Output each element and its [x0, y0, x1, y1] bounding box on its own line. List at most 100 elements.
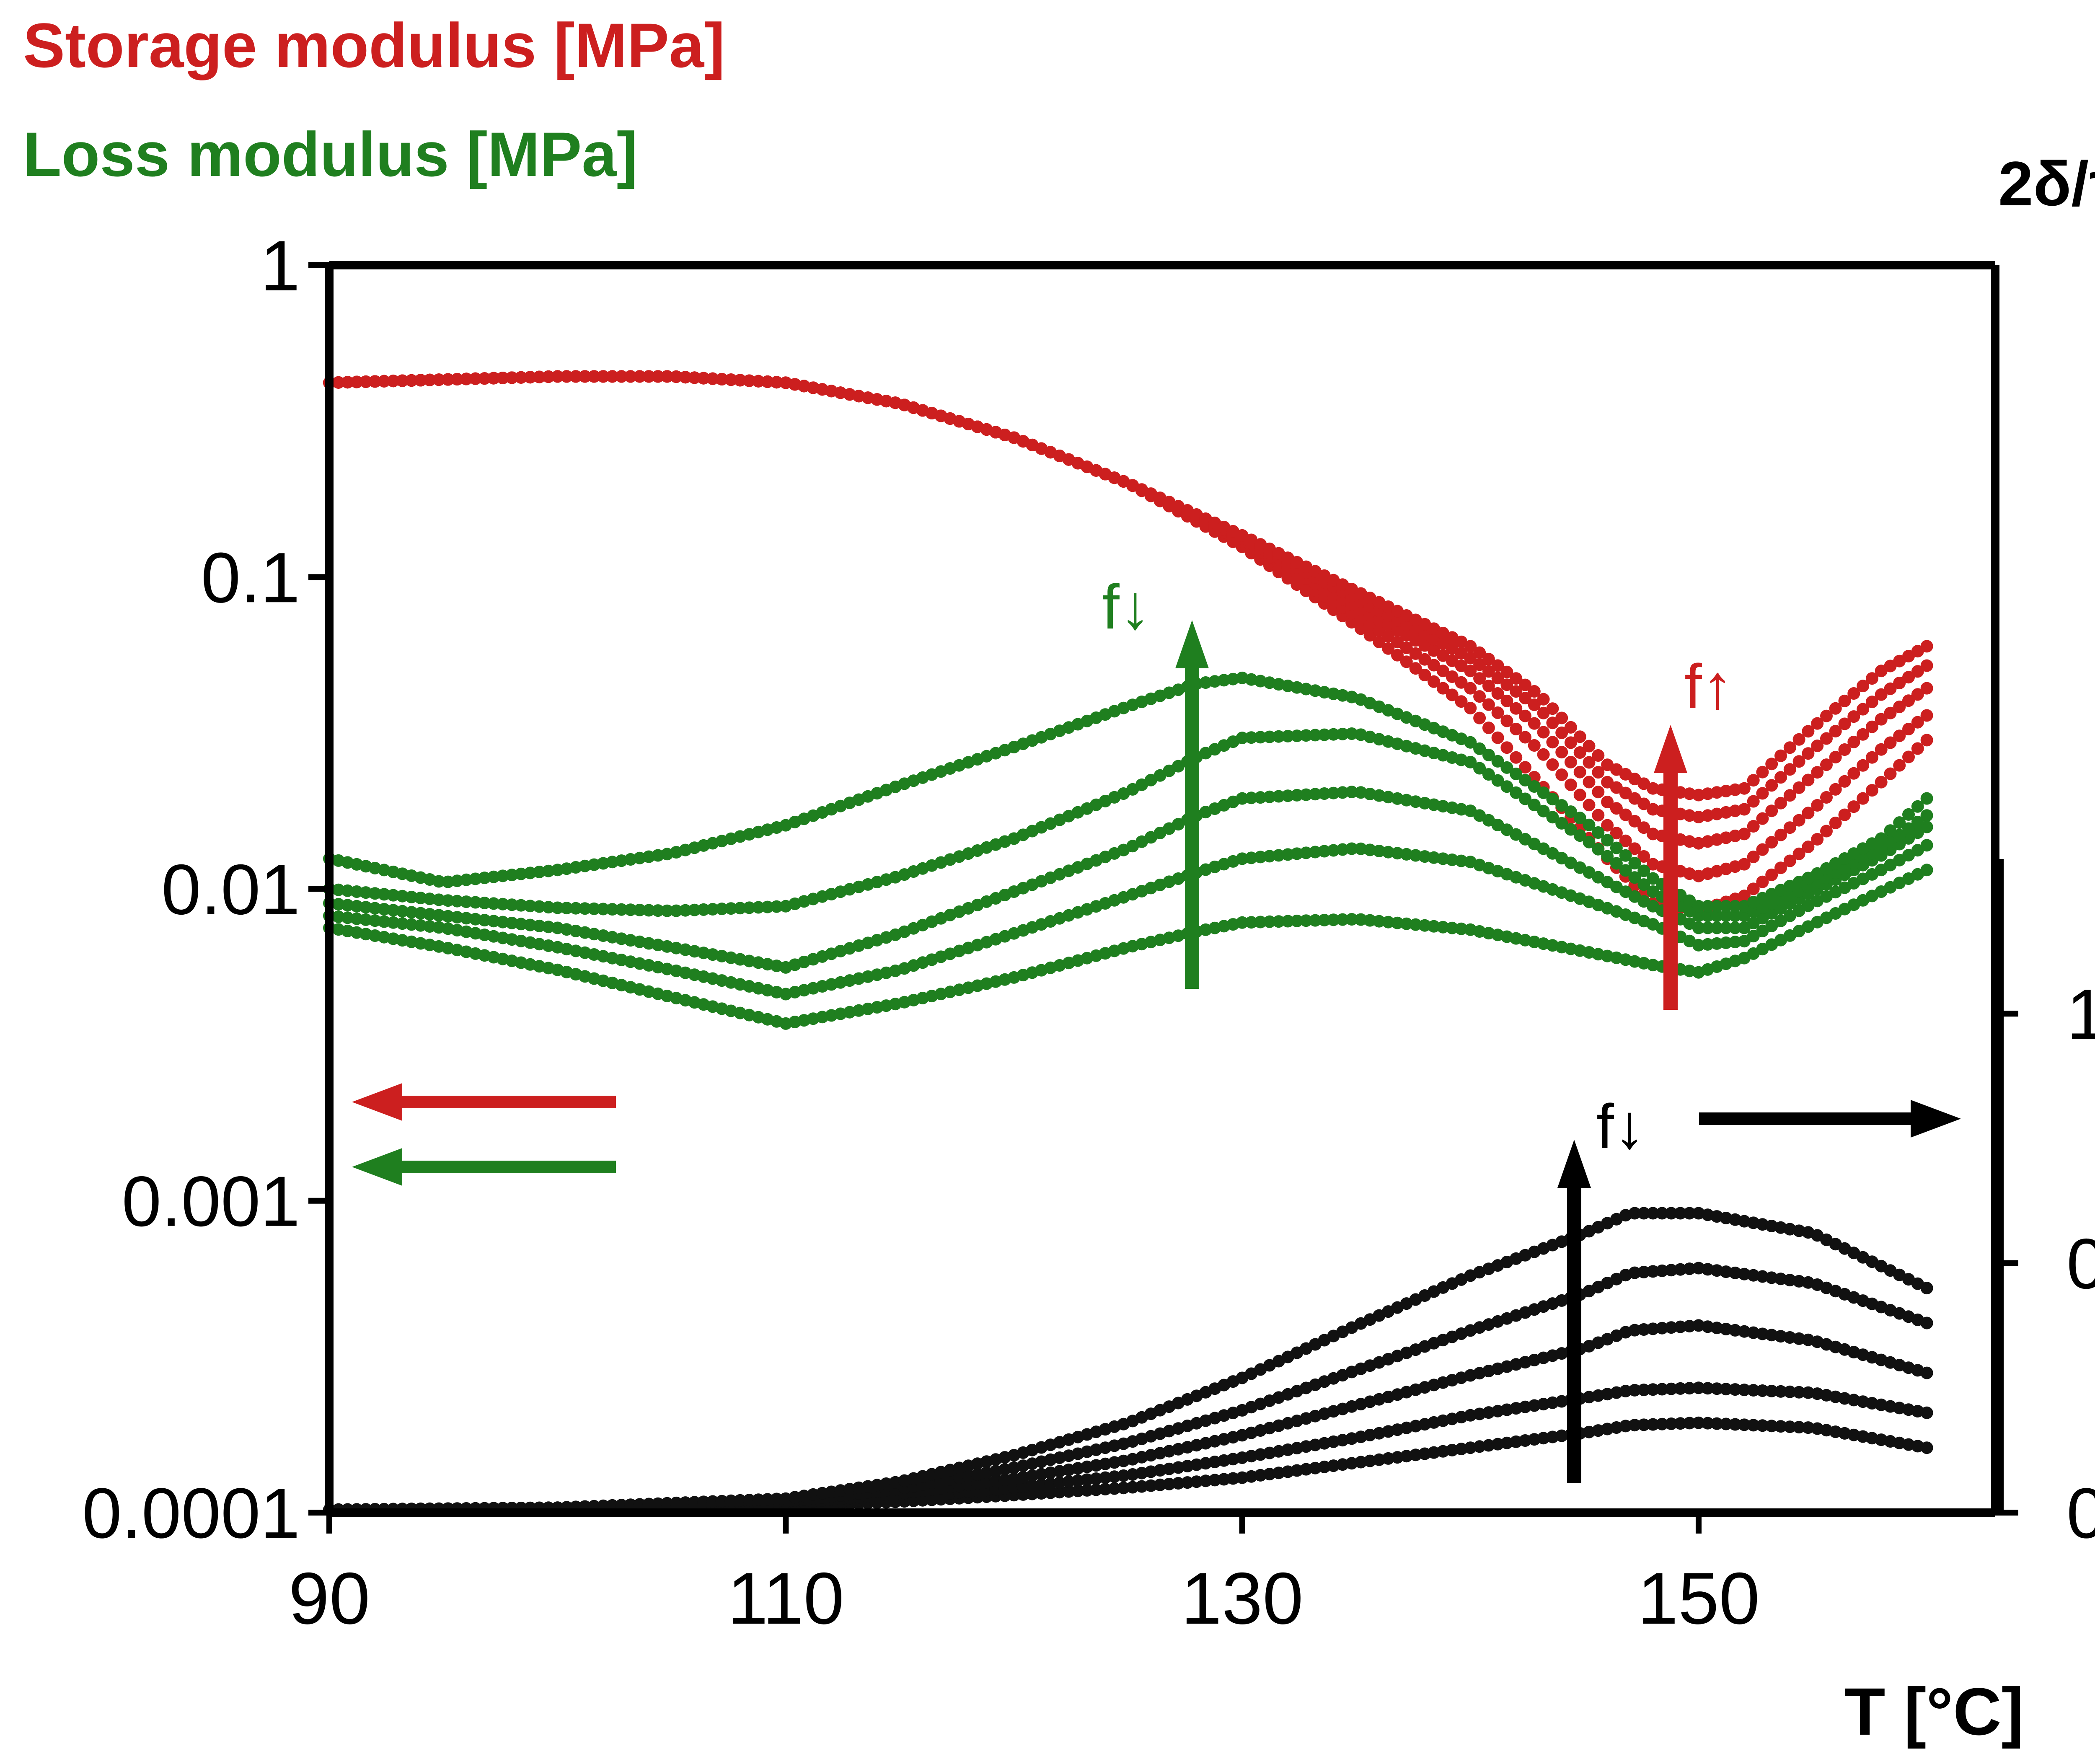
- data-point: [1628, 1324, 1641, 1337]
- data-point: [652, 904, 665, 917]
- data-point: [1802, 747, 1815, 760]
- y-left-tick-label: 1: [260, 226, 300, 306]
- data-point: [1701, 1320, 1714, 1333]
- data-point: [1674, 1417, 1687, 1430]
- data-point: [515, 918, 528, 931]
- data-point: [1190, 1475, 1203, 1488]
- data-point: [360, 886, 372, 899]
- y-right-tick-label: 1.0: [2067, 975, 2095, 1054]
- data-point: [1555, 817, 1568, 830]
- data-point: [761, 1493, 774, 1506]
- data-point: [1555, 768, 1568, 781]
- data-point: [1500, 694, 1513, 707]
- data-point: [1464, 682, 1477, 695]
- data-point: [1692, 1416, 1705, 1429]
- data-point: [1729, 936, 1742, 949]
- data-point: [1838, 775, 1851, 788]
- data-point: [1774, 749, 1787, 762]
- data-point: [1920, 1441, 1933, 1454]
- data-point: [442, 910, 455, 923]
- data-point: [1601, 776, 1614, 789]
- data-point: [1710, 1322, 1723, 1335]
- data-point: [1236, 1471, 1249, 1484]
- data-point: [1720, 1383, 1733, 1396]
- data-point: [1464, 652, 1477, 665]
- data-point: [606, 903, 619, 916]
- data-point: [1792, 781, 1805, 794]
- data-point: [1391, 624, 1404, 637]
- data-point: [1747, 820, 1760, 833]
- data-point: [1729, 1383, 1742, 1396]
- data-point: [1345, 1457, 1358, 1470]
- data-point: [1893, 701, 1906, 713]
- data-point: [734, 374, 747, 387]
- data-point: [1546, 793, 1559, 806]
- data-point: [734, 1494, 747, 1507]
- data-point: [1546, 811, 1559, 824]
- data-point: [378, 375, 391, 388]
- data-point: [1920, 640, 1933, 653]
- data-point: [515, 867, 528, 880]
- legend-storage-modulus: Storage modulus [MPa]: [23, 10, 725, 80]
- data-point: [1281, 729, 1294, 742]
- data-point: [1783, 1420, 1796, 1433]
- data-point: [1820, 791, 1833, 804]
- data-point: [1428, 920, 1441, 933]
- data-point: [1655, 1322, 1668, 1335]
- data-point: [1847, 687, 1860, 700]
- data-point: [1783, 909, 1796, 922]
- data-point: [697, 372, 710, 385]
- data-point: [752, 375, 765, 388]
- data-point: [1373, 915, 1386, 928]
- data-point: [1373, 845, 1386, 857]
- red-f-annotation: f↑: [1684, 651, 1733, 722]
- data-point: [505, 916, 518, 929]
- data-point: [1783, 1274, 1796, 1287]
- data-point: [414, 374, 427, 387]
- data-point: [1473, 646, 1486, 659]
- data-point: [1756, 1327, 1769, 1340]
- data-point: [1875, 743, 1888, 756]
- data-point: [1409, 849, 1422, 862]
- data-point: [642, 904, 655, 917]
- data-point: [487, 372, 500, 385]
- data-point: [1710, 937, 1723, 950]
- data-point: [423, 892, 436, 905]
- data-point: [1537, 1432, 1550, 1445]
- data-point: [1500, 665, 1513, 678]
- data-point: [615, 1499, 628, 1512]
- data-point: [1720, 900, 1733, 913]
- data-point: [1920, 1406, 1933, 1419]
- data-point: [1473, 658, 1486, 671]
- data-point: [560, 370, 573, 383]
- data-point: [1920, 1282, 1933, 1295]
- data-point: [715, 373, 728, 385]
- data-point: [1893, 729, 1906, 742]
- data-point: [1720, 1265, 1733, 1278]
- data-point: [1701, 938, 1714, 951]
- data-point: [633, 1498, 646, 1511]
- data-point: [1592, 766, 1605, 779]
- data-point: [1318, 787, 1331, 800]
- data-point: [1720, 921, 1733, 934]
- data-point: [579, 370, 591, 383]
- data-point: [1792, 733, 1805, 746]
- data-point: [1382, 846, 1395, 859]
- data-point: [1044, 1477, 1057, 1490]
- y-left-tick-label: 0.1: [201, 538, 300, 618]
- data-point: [478, 872, 491, 885]
- data-point: [1455, 922, 1468, 935]
- data-point: [1829, 817, 1842, 829]
- data-point: [1081, 1484, 1094, 1497]
- black-frequency-arrow: [1557, 1140, 1591, 1483]
- data-point: [1510, 1435, 1523, 1448]
- data-point: [1783, 1331, 1796, 1344]
- data-point: [1683, 1417, 1696, 1430]
- data-point: [1491, 659, 1504, 672]
- data-point: [1363, 1454, 1376, 1467]
- data-point: [1436, 1445, 1449, 1458]
- data-point: [1510, 786, 1523, 799]
- data-point: [1601, 834, 1614, 847]
- data-point: [1583, 835, 1596, 848]
- data-point: [1418, 919, 1431, 932]
